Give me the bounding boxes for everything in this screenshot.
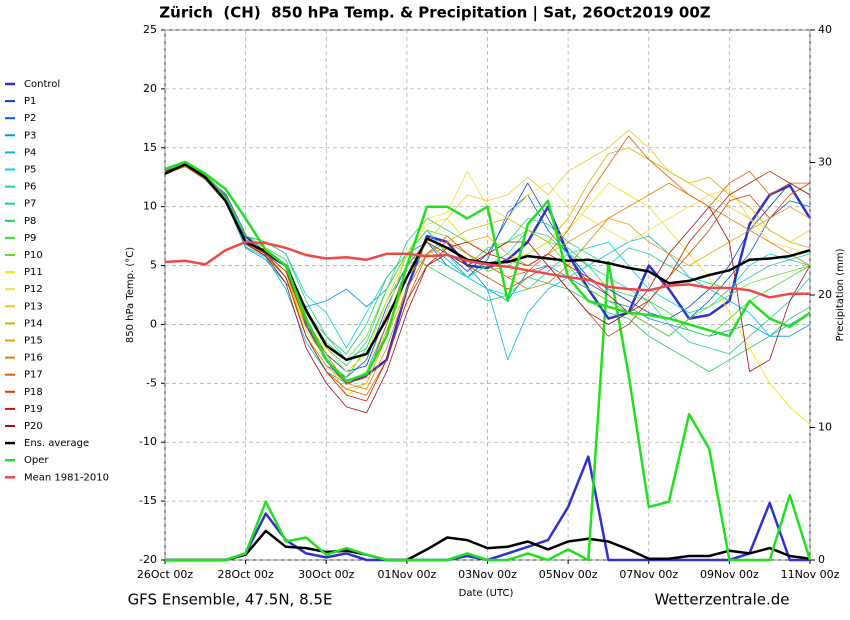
- x-tick-label: 05Nov 00z: [539, 568, 598, 581]
- legend-label: Mean 1981-2010: [24, 472, 109, 483]
- y-tick-label: 10: [143, 200, 157, 213]
- y-tick-label: -15: [139, 494, 157, 507]
- y-tick-label: -20: [139, 553, 157, 566]
- legend-label: P11: [24, 267, 43, 278]
- legend-label: P1: [24, 96, 36, 107]
- legend-label: P10: [24, 250, 43, 261]
- legend-label: P8: [24, 216, 36, 227]
- y2-tick-label: 10: [818, 421, 832, 434]
- y-tick-label: 25: [143, 23, 157, 36]
- x-tick-label: 01Nov 00z: [378, 568, 437, 581]
- legend-label: P3: [24, 130, 36, 141]
- x-axis-label: Date (UTC): [459, 588, 514, 599]
- legend-label: P20: [24, 421, 43, 432]
- y-tick-label: -5: [146, 376, 157, 389]
- legend-label: P16: [24, 353, 43, 364]
- legend-label: P4: [24, 147, 36, 158]
- y-tick-label: 20: [143, 82, 157, 95]
- x-tick-label: 07Nov 00z: [619, 568, 678, 581]
- legend-label: P17: [24, 370, 43, 381]
- temperature-line: [164, 166, 811, 367]
- legend-label: P5: [24, 165, 36, 176]
- legend-label: P7: [24, 199, 36, 210]
- y-tick-label: 5: [150, 259, 157, 272]
- y2-tick-label: 40: [818, 23, 832, 36]
- y-tick-label: 15: [143, 141, 157, 154]
- precipitation-line: [165, 529, 811, 562]
- temperature-line: [164, 240, 810, 299]
- chart-title: Zürich (CH) 850 hPa Temp. & Precipitatio…: [159, 4, 711, 23]
- temperature-line: [164, 164, 811, 384]
- legend-label: P9: [24, 233, 36, 244]
- x-tick-label: 26Oct 00z: [137, 568, 194, 581]
- legend-label: Ens. average: [24, 438, 89, 449]
- legend-label: P13: [24, 301, 43, 312]
- y-axis-label: 850 hPa Temp. (°C): [125, 247, 136, 343]
- y2-tick-label: 0: [818, 553, 825, 566]
- legend-label: Control: [24, 79, 60, 90]
- legend-label: Oper: [24, 455, 49, 466]
- legend-label: P14: [24, 318, 43, 329]
- y-tick-label: 0: [150, 317, 157, 330]
- legend-label: P19: [24, 404, 43, 415]
- x-tick-label: 28Oct 00z: [217, 568, 274, 581]
- y-tick-label: -10: [139, 435, 157, 448]
- x-tick-label: 09Nov 00z: [700, 568, 759, 581]
- legend-label: P18: [24, 387, 43, 398]
- legend-label: P2: [24, 113, 36, 124]
- footer-right: Wetterzentrale.de: [654, 591, 789, 609]
- legend-label: P15: [24, 336, 43, 347]
- x-tick-label: 30Oct 00z: [298, 568, 355, 581]
- y2-axis-label: Precipitation (mm): [835, 248, 846, 341]
- legend-label: P12: [24, 284, 43, 295]
- legend-label: P6: [24, 182, 36, 193]
- y2-tick-label: 20: [818, 288, 832, 301]
- temperature-line: [164, 160, 811, 383]
- temperature-line: [164, 163, 811, 425]
- footer-left: GFS Ensemble, 47.5N, 8.5E: [128, 591, 333, 609]
- x-tick-label: 11Nov 00z: [781, 568, 840, 581]
- temperature-line: [164, 163, 812, 385]
- temperature-line: [164, 164, 811, 414]
- y2-tick-label: 30: [818, 156, 832, 169]
- x-tick-label: 03Nov 00z: [458, 568, 517, 581]
- precipitation-line: [165, 260, 812, 562]
